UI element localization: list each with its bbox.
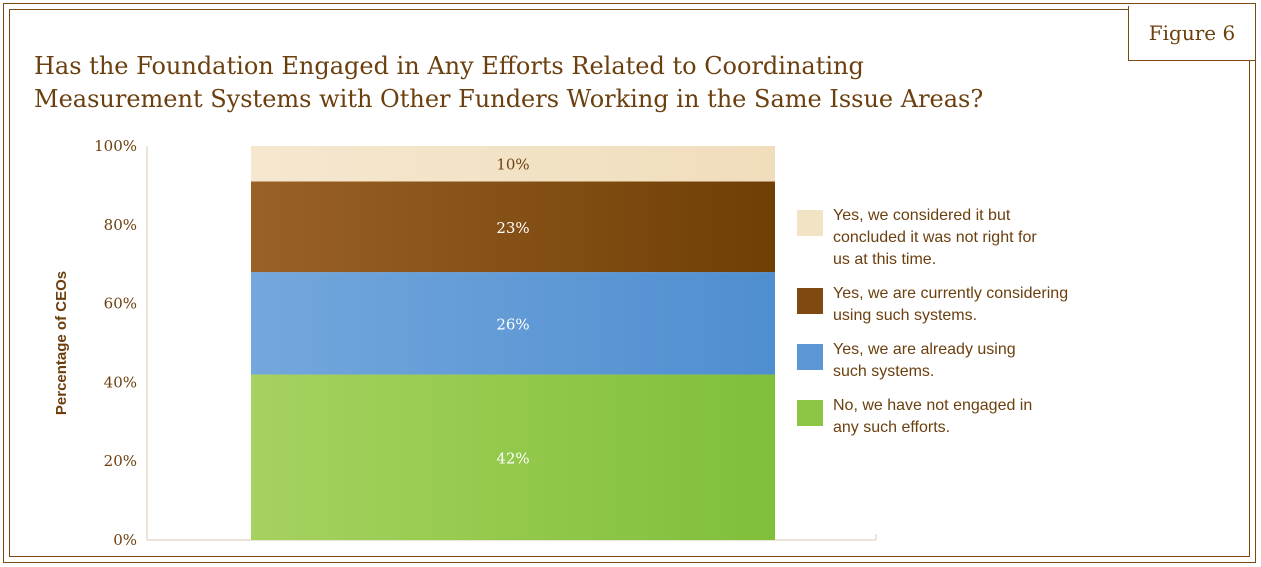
legend-label-line: us at this time. (833, 251, 937, 268)
data-label: 23% (496, 219, 529, 237)
legend-label-line: using such systems. (833, 307, 978, 324)
legend-label-line: No, we have not engaged in (833, 397, 1033, 414)
data-label: 42% (496, 449, 529, 467)
legend-label-line: such systems. (833, 363, 935, 380)
y-tick-label: 40% (104, 373, 137, 391)
legend-item-currently-considering: Yes, we are currently considering using … (797, 283, 1117, 327)
legend-label-line: any such efforts. (833, 419, 951, 436)
legend-label-line: Yes, we considered it but (833, 207, 1011, 224)
y-tick-label: 0% (113, 531, 137, 549)
figure-frame (3, 3, 1256, 563)
y-tick-label: 80% (104, 216, 137, 234)
y-axis-label: Percentage of CEOs (53, 271, 70, 415)
bar-segment-1 (251, 272, 775, 375)
legend-label-line: concluded it was not right for (833, 229, 1037, 246)
legend-label-line: Yes, we are currently considering (833, 285, 1069, 302)
legend-item-not-engaged: No, we have not engaged in any such effo… (797, 395, 1117, 439)
y-tick-label: 100% (94, 137, 137, 155)
chart-title-line-2: Measurement Systems with Other Funders W… (34, 85, 984, 113)
chart-title: Has the Foundation Engaged in Any Effort… (34, 50, 1184, 116)
data-label: 26% (496, 315, 529, 333)
y-tick-label: 20% (104, 452, 137, 470)
bar-segment-0 (251, 374, 775, 540)
legend-label-line: Yes, we are already using (833, 341, 1016, 358)
figure-label: Figure 6 (1128, 6, 1255, 61)
chart-title-line-1: Has the Foundation Engaged in Any Effort… (34, 52, 864, 80)
legend-label: Yes, we are currently considering using … (833, 283, 1117, 327)
legend-swatch-green (797, 400, 823, 426)
legend-swatch-cream (797, 210, 823, 236)
data-label: 10% (496, 156, 529, 174)
legend-label: Yes, we are already using such systems. (833, 339, 1117, 383)
legend-item-already-using: Yes, we are already using such systems. (797, 339, 1117, 383)
legend-label: No, we have not engaged in any such effo… (833, 395, 1117, 439)
legend-item-considered-not-right: Yes, we considered it but concluded it w… (797, 205, 1117, 271)
y-tick-label: 60% (104, 295, 137, 313)
legend-swatch-brown (797, 288, 823, 314)
bar-segment-3 (251, 146, 775, 182)
chart-legend: Yes, we considered it but concluded it w… (797, 205, 1117, 451)
bar-segment-2 (251, 181, 775, 273)
figure-inner-border (9, 9, 1250, 557)
legend-swatch-blue (797, 344, 823, 370)
legend-label: Yes, we considered it but concluded it w… (833, 205, 1117, 271)
